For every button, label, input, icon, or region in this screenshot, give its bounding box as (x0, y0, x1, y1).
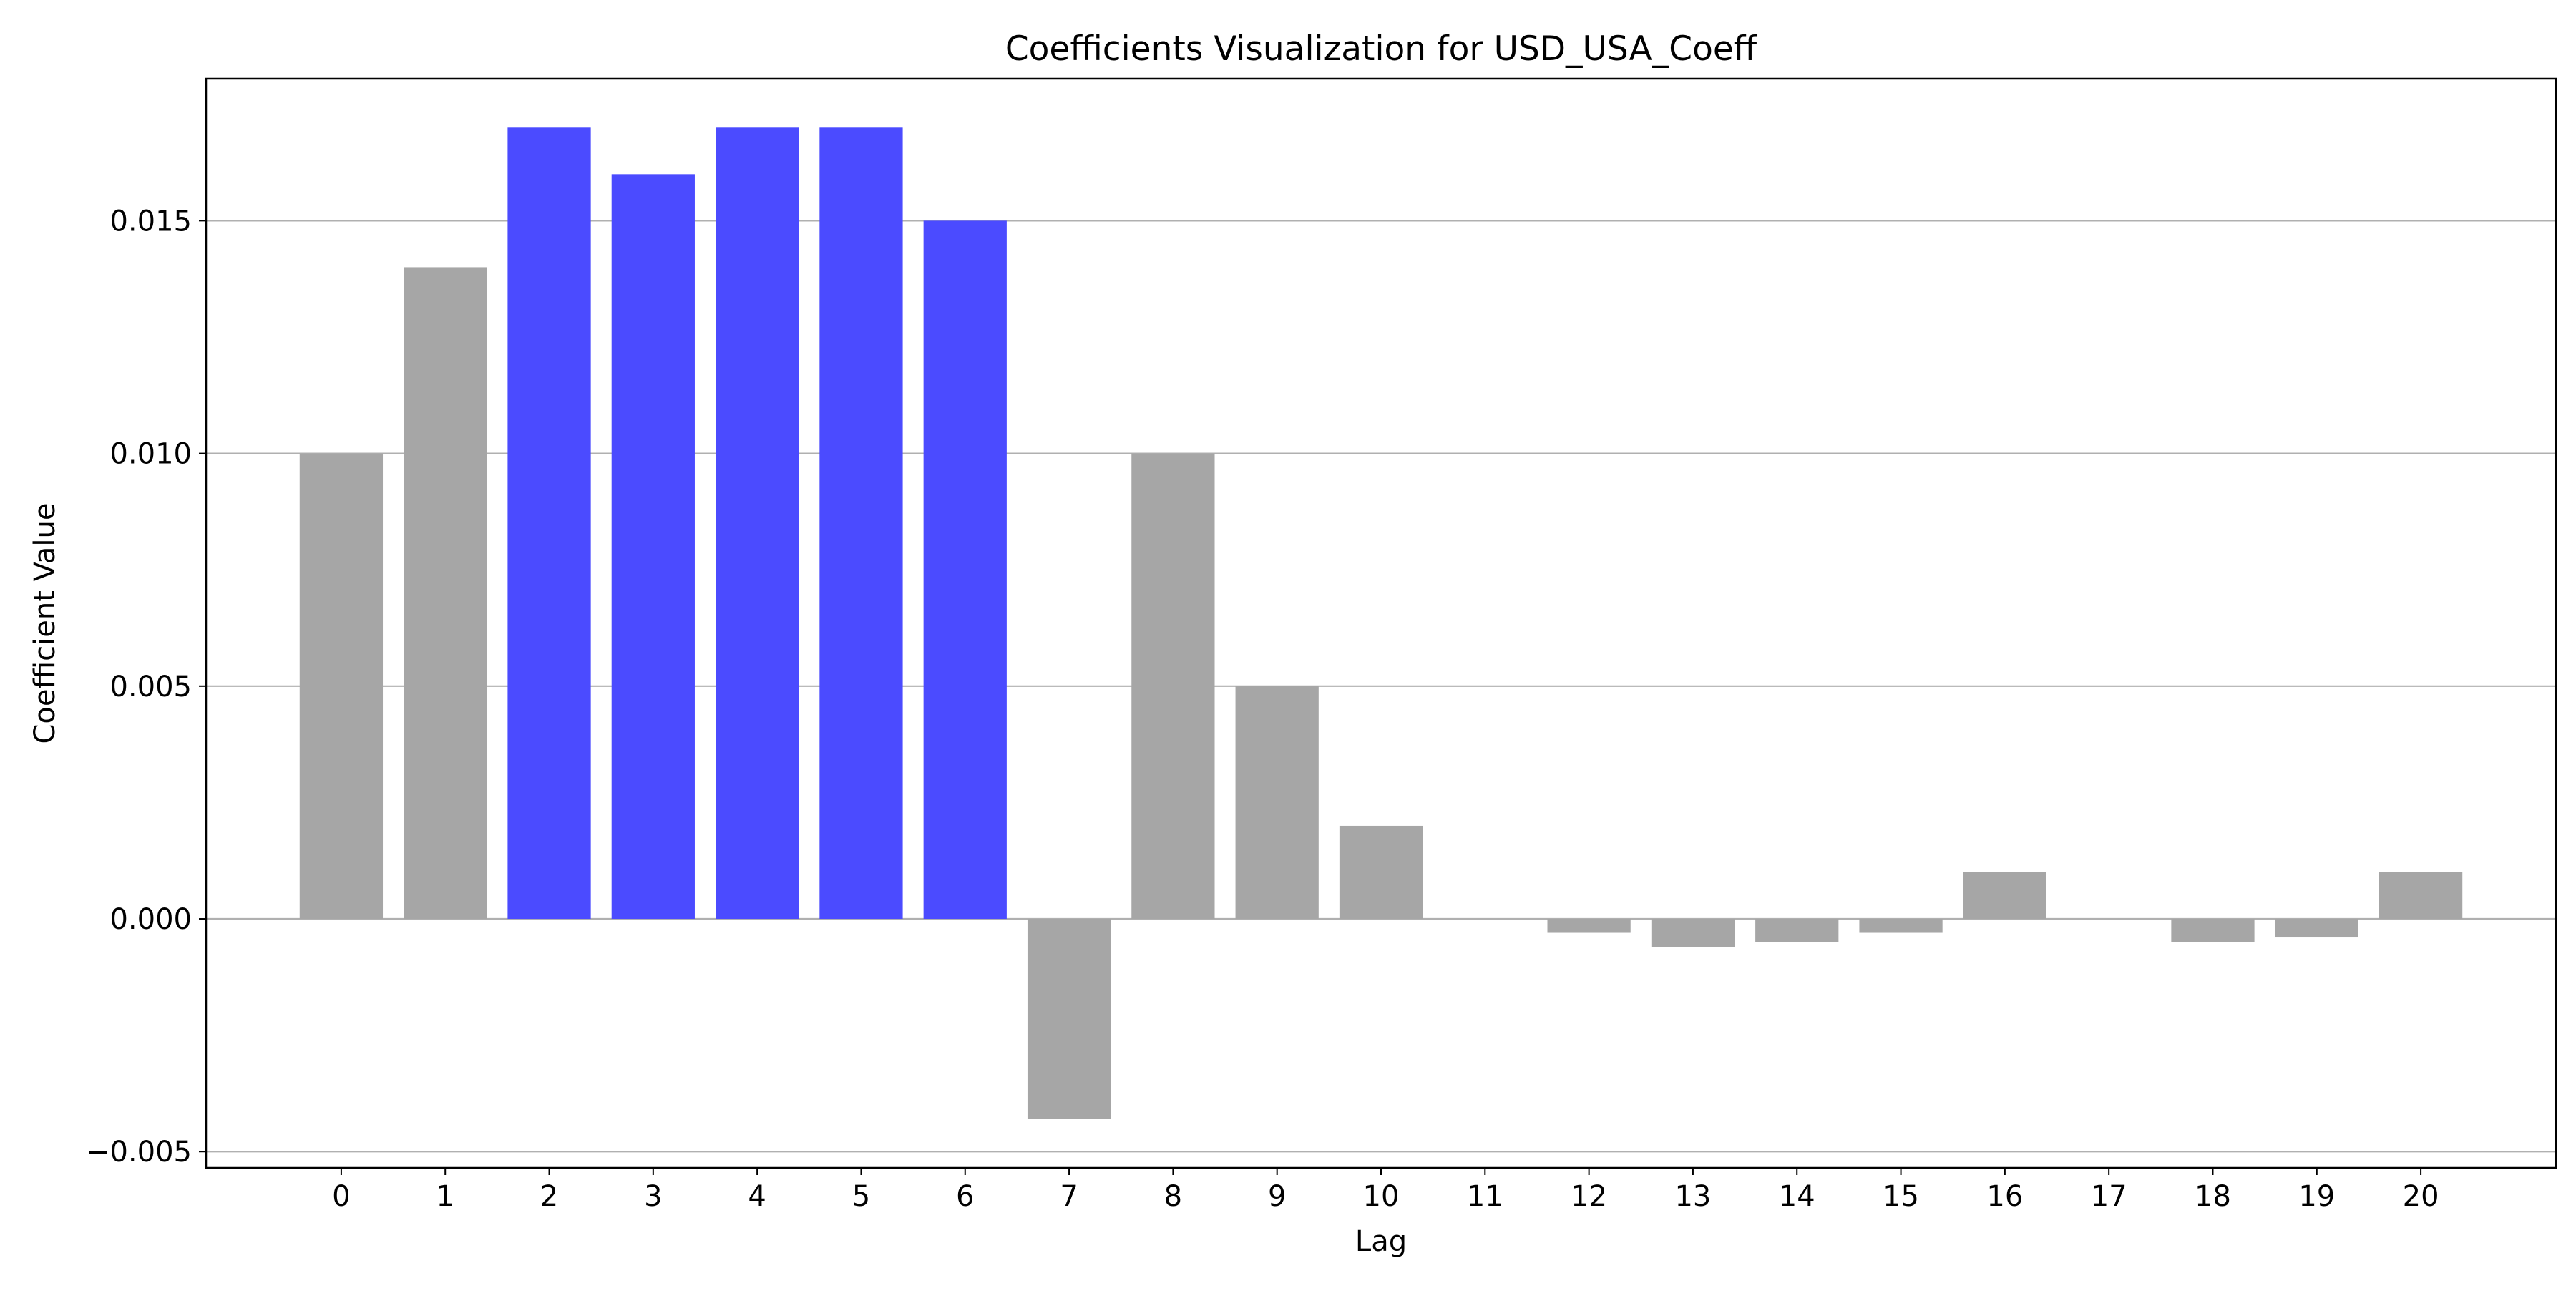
x-axis-label: Lag (1355, 1225, 1407, 1258)
bar-lag-6 (924, 220, 1007, 919)
x-tick-label: 12 (1571, 1180, 1607, 1213)
x-tick-label: 1 (436, 1180, 454, 1213)
bar-lag-8 (1131, 454, 1214, 919)
bar-lag-14 (1755, 919, 1838, 942)
bar-lag-19 (2275, 919, 2358, 937)
bar-lag-7 (1028, 919, 1111, 1119)
bar-lag-1 (404, 267, 487, 919)
x-tick-label: 8 (1164, 1180, 1182, 1213)
x-tick-label: 4 (748, 1180, 766, 1213)
y-tick-label: −0.005 (86, 1136, 192, 1169)
x-tick-label: 6 (956, 1180, 974, 1213)
bar-lag-20 (2379, 872, 2462, 919)
bar-lag-9 (1236, 686, 1319, 919)
bar-lag-4 (716, 127, 799, 919)
bar-lag-5 (819, 127, 902, 919)
x-tick-label: 13 (1674, 1180, 1711, 1213)
x-tick-label: 2 (540, 1180, 558, 1213)
x-tick-label: 20 (2403, 1180, 2439, 1213)
bar-lag-13 (1652, 919, 1735, 947)
x-tick-label: 14 (1779, 1180, 1815, 1213)
bar-lag-10 (1340, 826, 1423, 919)
bar-lag-18 (2171, 919, 2254, 942)
x-tick-label: 10 (1363, 1180, 1400, 1213)
bars (300, 127, 2462, 1119)
y-axis-label: Coefficient Value (29, 503, 62, 744)
x-tick-label: 5 (852, 1180, 870, 1213)
bar-lag-12 (1547, 919, 1630, 933)
bar-lag-0 (300, 454, 383, 919)
x-tick-label: 16 (1986, 1180, 2023, 1213)
y-tick-label: 0.010 (109, 438, 192, 471)
bar-lag-3 (612, 174, 695, 919)
bar-lag-2 (507, 127, 590, 919)
x-tick-label: 19 (2298, 1180, 2335, 1213)
chart-title: Coefficients Visualization for USD_USA_C… (1005, 29, 1758, 69)
x-tick-label: 11 (1467, 1180, 1503, 1213)
bar-lag-16 (1963, 872, 2046, 919)
bar-lag-15 (1859, 919, 1942, 933)
y-tick-label: 0.000 (109, 903, 192, 936)
x-tick-label: 7 (1060, 1180, 1078, 1213)
x-tick-label: 3 (644, 1180, 662, 1213)
x-tick-label: 9 (1268, 1180, 1286, 1213)
x-tick-label: 18 (2195, 1180, 2231, 1213)
y-axis-ticks: −0.005 0.000 0.005 0.010 0.015 (86, 205, 206, 1169)
y-tick-label: 0.015 (109, 205, 192, 238)
y-tick-label: 0.005 (109, 671, 192, 703)
x-tick-label: 15 (1883, 1180, 1919, 1213)
x-tick-label: 0 (332, 1180, 350, 1213)
x-tick-label: 17 (2091, 1180, 2127, 1213)
